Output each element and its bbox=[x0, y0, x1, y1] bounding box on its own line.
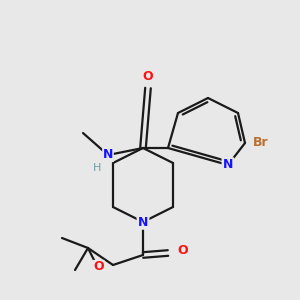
Text: N: N bbox=[223, 158, 233, 172]
Text: O: O bbox=[143, 70, 153, 83]
Text: O: O bbox=[177, 244, 188, 256]
Text: N: N bbox=[103, 148, 113, 161]
Text: Br: Br bbox=[253, 136, 268, 149]
Text: O: O bbox=[93, 260, 104, 274]
Text: H: H bbox=[93, 163, 101, 173]
Text: N: N bbox=[138, 215, 148, 229]
Text: N: N bbox=[138, 215, 148, 229]
